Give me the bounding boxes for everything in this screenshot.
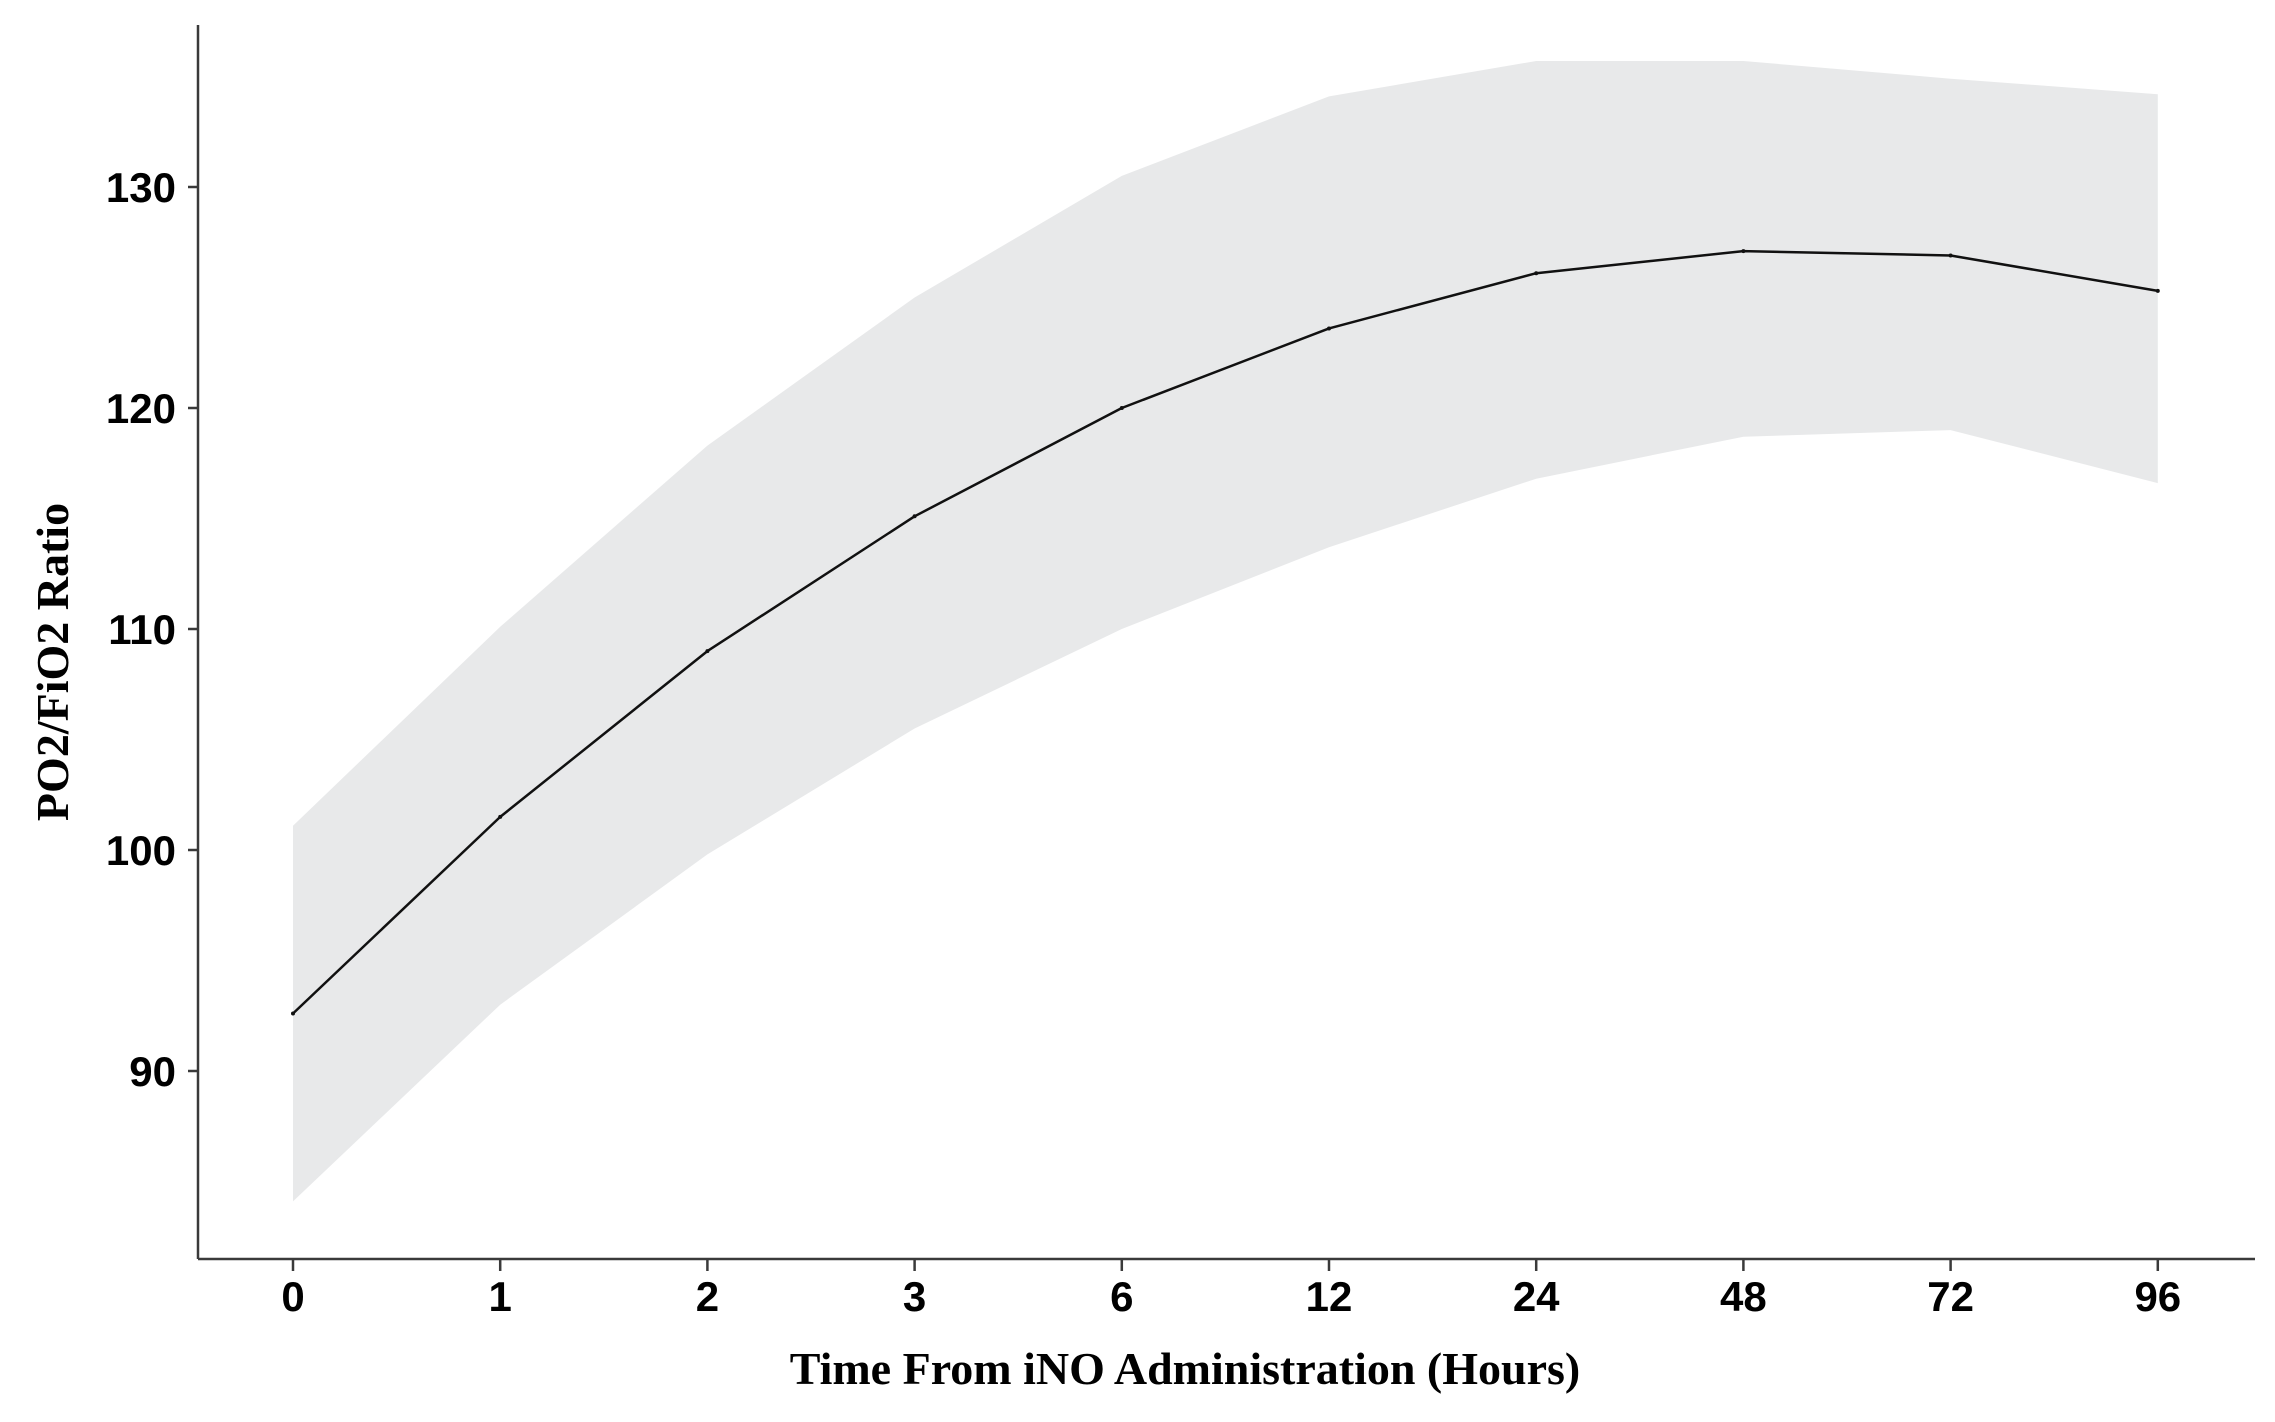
x-tick-label-3: 3	[903, 1273, 926, 1320]
x-tick-label-0: 0	[281, 1273, 304, 1320]
x-tick-label-1: 1	[489, 1273, 512, 1320]
data-point-24	[1534, 271, 1539, 276]
confidence-band	[293, 61, 2158, 1202]
y-axis-title: PO2/FiO2 Ratio	[27, 503, 78, 821]
x-tick-label-96: 96	[2134, 1273, 2181, 1320]
x-tick-label-2: 2	[696, 1273, 719, 1320]
series-line	[292, 249, 2159, 1015]
y-tick-label-110: 110	[108, 606, 176, 653]
x-axis-ticks: 0 1 2 3 6 12 24 48 72 96	[281, 1259, 2181, 1320]
y-tick-label-130: 130	[106, 164, 176, 211]
data-point-72	[1948, 253, 1953, 258]
y-tick-label-120: 120	[106, 385, 176, 432]
x-tick-label-72: 72	[1927, 1273, 1974, 1320]
data-point-0	[291, 1011, 295, 1016]
y-tick-label-100: 100	[106, 827, 176, 874]
data-point-1	[498, 814, 503, 819]
x-tick-label-12: 12	[1306, 1273, 1353, 1320]
plot-area	[291, 61, 2160, 1202]
x-tick-label-24: 24	[1513, 1273, 1560, 1320]
data-point-12	[1327, 326, 1331, 331]
data-point-6	[1119, 406, 1124, 410]
y-tick-label-90: 90	[129, 1048, 176, 1095]
data-point-48	[1741, 249, 1746, 254]
data-points	[291, 249, 2160, 1016]
data-point-96	[2155, 288, 2160, 293]
x-tick-label-6: 6	[1110, 1273, 1133, 1320]
x-axis-title: Time From iNO Administration (Hours)	[790, 1343, 1581, 1394]
data-point-2	[705, 649, 710, 654]
y-axis-ticks: 90 100 110 120 130	[106, 164, 198, 1095]
x-tick-label-48: 48	[1720, 1273, 1767, 1320]
data-point-3	[912, 514, 917, 519]
